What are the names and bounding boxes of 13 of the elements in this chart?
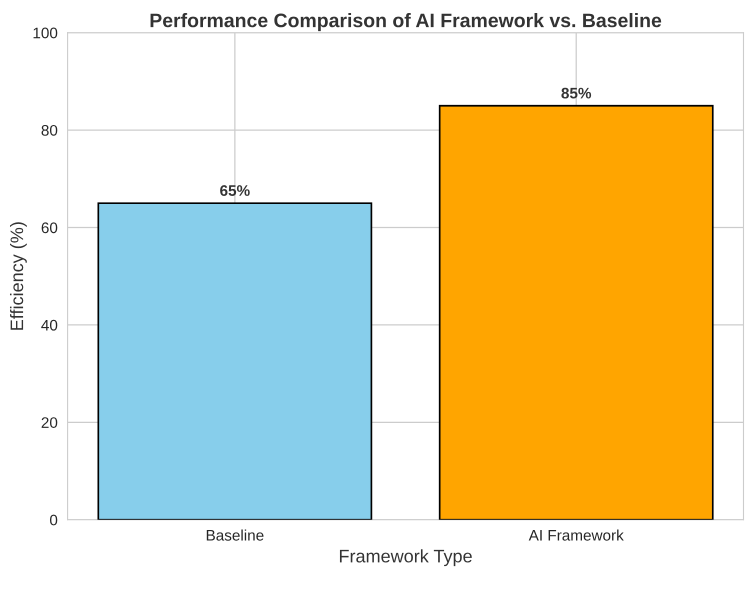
y-tick-label: 80 [42, 124, 58, 136]
y-tick-label: 60 [42, 222, 58, 234]
y-axis-title: Efficiency (%) [10, 222, 27, 330]
chart-title: Performance Comparison of AI Framework vs. Baseline [150, 13, 662, 32]
y-tick-label: 0 [50, 514, 58, 526]
x-tick-label: AI Framework [528, 529, 624, 541]
data-label: 85% [561, 88, 592, 99]
y-tick-label: 20 [42, 417, 58, 428]
data-label: 65% [220, 185, 250, 196]
x-axis-title: Framework Type [340, 549, 472, 566]
y-tick-label: 40 [41, 320, 58, 331]
y-tick-label: 100 [34, 28, 58, 38]
x-tick-label: Baseline [206, 529, 264, 541]
